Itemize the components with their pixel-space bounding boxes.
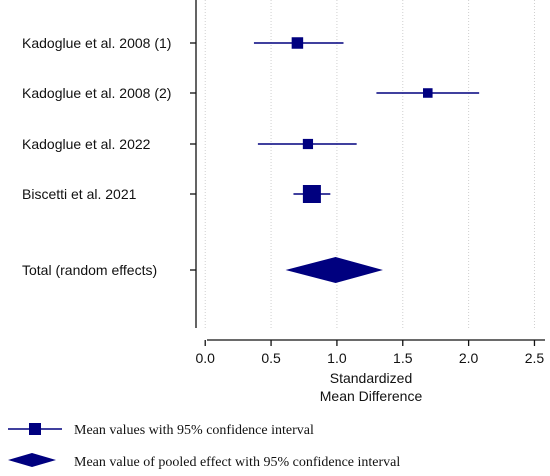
- x-axis-label-line-1: Standardized: [330, 370, 413, 386]
- study-labels: Kadoglue et al. 2008 (1) Kadoglue et al. …: [22, 35, 171, 278]
- pooled-diamond: [285, 257, 384, 283]
- y-ticks: [190, 42, 196, 271]
- estimate-marker: [291, 37, 304, 49]
- study-label: Kadoglue et al. 2008 (1): [22, 35, 171, 51]
- x-tick-label: 2.5: [525, 350, 545, 366]
- pooled-label: Total (random effects): [22, 262, 157, 278]
- legend: Mean values with 95% confidence interval…: [8, 423, 400, 470]
- estimate-marker: [423, 88, 433, 98]
- data-marks: [253, 37, 480, 283]
- legend-square-marker: [29, 423, 41, 435]
- legend-item-1: Mean values with 95% confidence interval: [74, 423, 314, 438]
- x-tick-label: 0.0: [195, 350, 215, 366]
- x-ticks: 0.0 0.5 1.0 1.5 2.0 2.5: [195, 340, 544, 366]
- study-label: Kadoglue et al. 2008 (2): [22, 85, 171, 101]
- grid-lines: [204, 0, 535, 328]
- estimate-marker: [302, 138, 314, 150]
- x-tick-label: 1.0: [327, 350, 347, 366]
- x-tick-label: 0.5: [261, 350, 281, 366]
- x-tick-label: 2.0: [459, 350, 479, 366]
- study-label: Kadoglue et al. 2022: [22, 136, 151, 152]
- study-label: Biscetti et al. 2021: [22, 186, 137, 202]
- x-tick-label: 1.5: [393, 350, 413, 366]
- estimate-marker: [302, 185, 321, 203]
- legend-item-2: Mean value of pooled effect with 95% con…: [74, 455, 400, 470]
- x-axis-label-line-2: Mean Difference: [320, 388, 423, 404]
- legend-diamond-marker: [8, 453, 56, 467]
